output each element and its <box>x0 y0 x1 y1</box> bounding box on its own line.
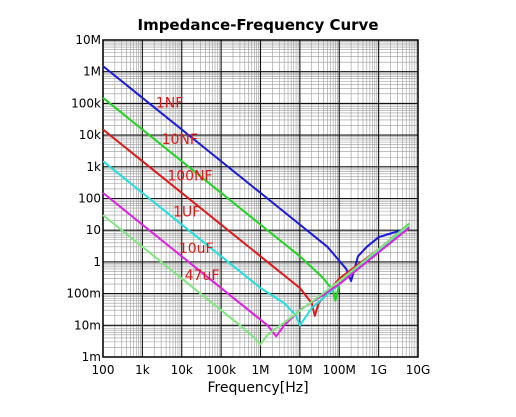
series-labels: 1NF 10NF 100NF 1UF 10uF 47uF <box>156 96 220 284</box>
y-tick-label: 10M <box>75 33 101 47</box>
x-tick-label: 10G <box>406 363 431 377</box>
x-tick-label: 100k <box>206 363 236 377</box>
series-label-47uf: 47uF <box>185 268 220 284</box>
x-tick-label: 1M <box>252 363 270 377</box>
series-label-10nf: 10NF <box>162 132 198 148</box>
y-tick-label: 1M <box>83 65 101 79</box>
y-tick-label: 100m <box>66 287 101 301</box>
chart-title: Impedance-Frequency Curve <box>137 16 378 34</box>
series-label-1nf: 1NF <box>156 96 183 112</box>
y-tick-label: 1m <box>82 350 101 364</box>
x-tick-label: 1k <box>135 363 150 377</box>
y-tick-label: 10k <box>79 128 101 142</box>
x-tick-label: 1G <box>370 363 387 377</box>
series-line-10uf <box>102 192 410 338</box>
x-tick-label: 10M <box>287 363 313 377</box>
y-tick-labels: 1m 10m 100m 1 10 100 1k 10k 100k 1M 10M <box>66 33 101 364</box>
series-lines <box>102 65 410 346</box>
plot-frame <box>102 39 419 358</box>
y-tick-label: 10m <box>74 318 101 332</box>
y-tick-label: 100k <box>71 96 101 110</box>
x-tick-label: 10k <box>171 363 193 377</box>
x-tick-label: 100M <box>323 363 356 377</box>
x-tick-labels: 100 1k 10k 100k 1M 10M 100M 1G 10G <box>92 363 431 377</box>
y-tick-label: 1k <box>86 160 101 174</box>
series-line-47uf <box>102 214 410 346</box>
series-label-10uf: 10uF <box>179 241 214 257</box>
series-label-1uf: 1UF <box>173 205 200 221</box>
y-tick-label: 1 <box>93 255 101 269</box>
y-tick-label: 10 <box>86 223 101 237</box>
x-tick-label: 100 <box>92 363 115 377</box>
y-tick-label: 100 <box>78 192 101 206</box>
series-label-100nf: 100NF <box>167 168 212 184</box>
x-axis-label: Frequency[Hz] <box>207 380 308 396</box>
